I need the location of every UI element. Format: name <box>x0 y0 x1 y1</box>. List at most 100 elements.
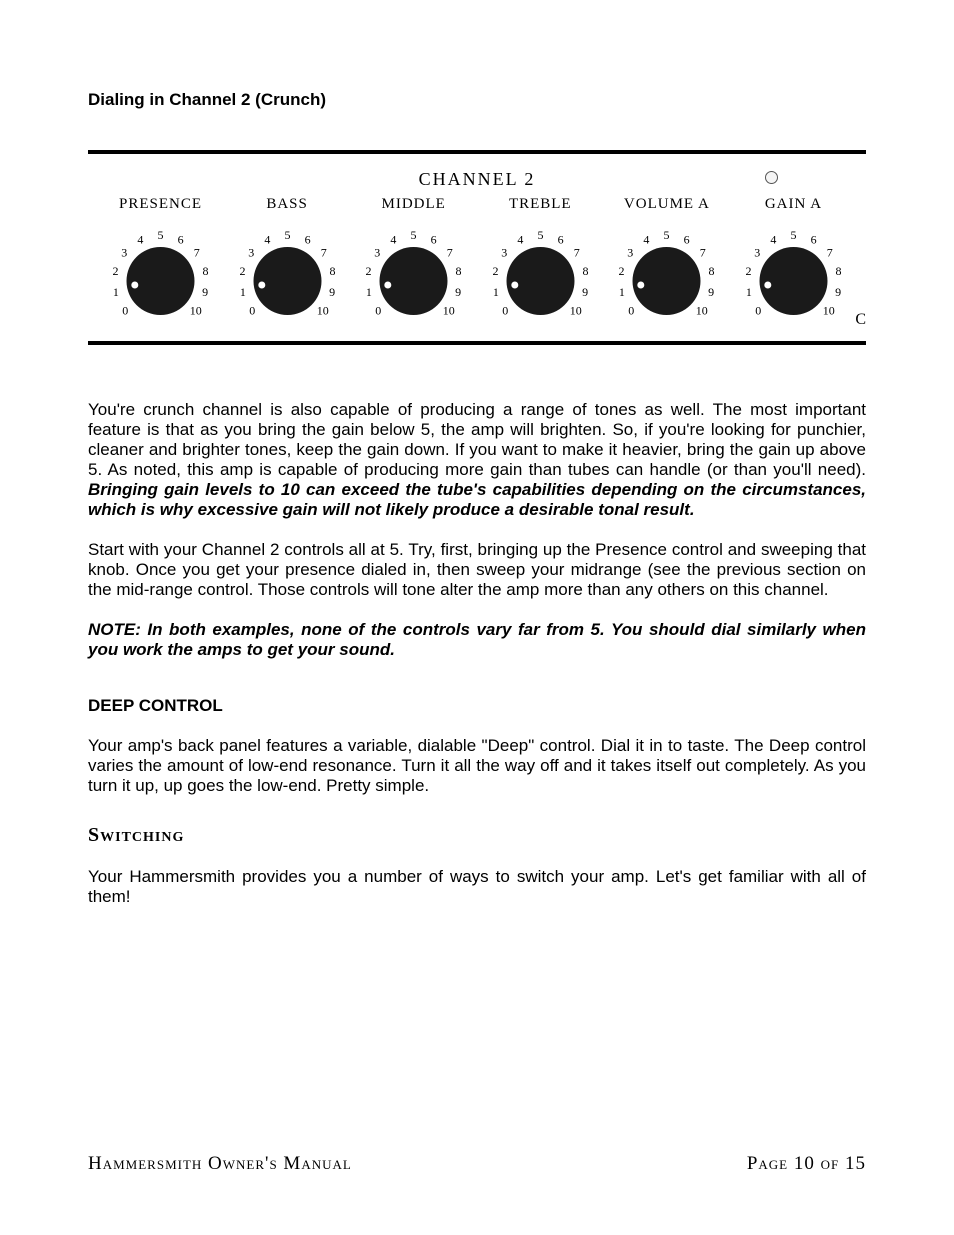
footer-right: Page 10 of 15 <box>747 1153 866 1175</box>
svg-text:7: 7 <box>320 245 326 259</box>
paragraph: You're crunch channel is also capable of… <box>88 400 866 520</box>
svg-text:2: 2 <box>366 264 372 278</box>
svg-text:10: 10 <box>443 303 455 317</box>
svg-text:8: 8 <box>202 264 208 278</box>
switching-heading: Switching <box>88 824 866 847</box>
svg-text:1: 1 <box>239 285 245 299</box>
svg-text:6: 6 <box>304 232 310 246</box>
svg-text:0: 0 <box>122 303 128 317</box>
knob-label: VOLUME A <box>624 196 710 213</box>
svg-text:2: 2 <box>113 264 119 278</box>
svg-text:1: 1 <box>493 285 499 299</box>
knob-volume-a: VOLUME A012345678910 <box>604 196 729 331</box>
footer-left: Hammersmith Owner's Manual <box>88 1153 352 1175</box>
svg-text:7: 7 <box>574 245 580 259</box>
svg-text:3: 3 <box>121 245 127 259</box>
svg-text:9: 9 <box>582 285 588 299</box>
text-run-bold: Bringing gain levels to 10 can exceed th… <box>88 480 866 519</box>
panel-title: CHANNEL 2 <box>88 169 866 190</box>
panel-title-text: CHANNEL 2 <box>419 169 536 189</box>
svg-text:8: 8 <box>709 264 715 278</box>
knob-label: BASS <box>266 196 308 213</box>
knob-dial-icon[interactable]: 01 2345678 910 <box>351 221 476 331</box>
svg-text:5: 5 <box>664 228 670 242</box>
knob-middle: MIDDLE 01 2345678 910 <box>351 196 476 331</box>
svg-text:5: 5 <box>537 228 543 242</box>
svg-text:10: 10 <box>570 303 582 317</box>
svg-text:10: 10 <box>823 303 835 317</box>
svg-text:10: 10 <box>316 303 328 317</box>
knob-treble: TREBLE 01 2345678 910 <box>478 196 603 331</box>
svg-text:1: 1 <box>746 285 752 299</box>
note-paragraph: NOTE: In both examples, none of the cont… <box>88 620 866 660</box>
knob-dial-icon[interactable]: 01 2345678 910 <box>478 221 603 331</box>
svg-text:4: 4 <box>770 232 776 246</box>
svg-text:0: 0 <box>755 303 761 317</box>
paragraph: Your Hammersmith provides you a number o… <box>88 867 866 907</box>
svg-text:2: 2 <box>492 264 498 278</box>
knob-dial-icon[interactable]: 012345678910 <box>98 221 223 331</box>
svg-text:4: 4 <box>264 232 270 246</box>
knob-dial-icon[interactable]: 012345678910 <box>731 221 856 331</box>
knob-bass: BASS 01 2345678 910 <box>225 196 350 331</box>
svg-text:6: 6 <box>557 232 563 246</box>
svg-text:3: 3 <box>501 245 507 259</box>
svg-text:1: 1 <box>619 285 625 299</box>
channel-panel: CHANNEL 2 PRESENCE012345678910BASS012345… <box>88 150 866 345</box>
svg-text:5: 5 <box>284 228 290 242</box>
page-footer: Hammersmith Owner's Manual Page 10 of 15 <box>88 1153 866 1175</box>
svg-text:3: 3 <box>374 245 380 259</box>
svg-text:9: 9 <box>709 285 715 299</box>
svg-text:10: 10 <box>696 303 708 317</box>
svg-text:9: 9 <box>202 285 208 299</box>
svg-text:4: 4 <box>391 232 397 246</box>
page: Dialing in Channel 2 (Crunch) CHANNEL 2 … <box>0 0 954 1235</box>
svg-text:7: 7 <box>194 245 200 259</box>
knob-label: PRESENCE <box>119 196 202 213</box>
svg-text:6: 6 <box>811 232 817 246</box>
knob-label: TREBLE <box>509 196 572 213</box>
corner-label: C <box>855 311 866 329</box>
svg-text:7: 7 <box>827 245 833 259</box>
svg-text:5: 5 <box>158 228 164 242</box>
svg-text:0: 0 <box>502 303 508 317</box>
svg-text:6: 6 <box>431 232 437 246</box>
svg-text:2: 2 <box>745 264 751 278</box>
knob-presence: PRESENCE012345678910 <box>98 196 223 331</box>
svg-text:4: 4 <box>644 232 650 246</box>
svg-text:10: 10 <box>190 303 202 317</box>
knob-dial-icon[interactable]: 012345678910 <box>604 221 729 331</box>
knob-gain-a: GAIN A012345678910 <box>731 196 856 331</box>
svg-text:0: 0 <box>249 303 255 317</box>
knob-row: PRESENCE012345678910BASS012345678910MIDD… <box>88 196 866 331</box>
section-heading: Dialing in Channel 2 (Crunch) <box>88 90 866 110</box>
svg-text:0: 0 <box>375 303 381 317</box>
knob-label: MIDDLE <box>382 196 446 213</box>
svg-text:3: 3 <box>628 245 634 259</box>
svg-text:9: 9 <box>329 285 335 299</box>
svg-text:5: 5 <box>411 228 417 242</box>
svg-text:9: 9 <box>455 285 461 299</box>
svg-text:5: 5 <box>790 228 796 242</box>
svg-text:1: 1 <box>113 285 119 299</box>
indicator-led-icon <box>765 171 778 184</box>
knob-label: GAIN A <box>765 196 822 213</box>
svg-text:4: 4 <box>137 232 143 246</box>
deep-control-heading: DEEP CONTROL <box>88 696 866 716</box>
svg-text:2: 2 <box>239 264 245 278</box>
text-run: You're crunch channel is also capable of… <box>88 400 866 479</box>
paragraph: Start with your Channel 2 controls all a… <box>88 540 866 600</box>
svg-text:8: 8 <box>329 264 335 278</box>
svg-text:1: 1 <box>366 285 372 299</box>
svg-text:8: 8 <box>582 264 588 278</box>
paragraph: Your amp's back panel features a variabl… <box>88 736 866 796</box>
svg-text:3: 3 <box>754 245 760 259</box>
svg-text:7: 7 <box>447 245 453 259</box>
svg-text:4: 4 <box>517 232 523 246</box>
svg-text:6: 6 <box>684 232 690 246</box>
svg-text:9: 9 <box>835 285 841 299</box>
svg-text:8: 8 <box>456 264 462 278</box>
svg-text:2: 2 <box>619 264 625 278</box>
svg-text:3: 3 <box>248 245 254 259</box>
knob-dial-icon[interactable]: 01 2345678 910 <box>225 221 350 331</box>
